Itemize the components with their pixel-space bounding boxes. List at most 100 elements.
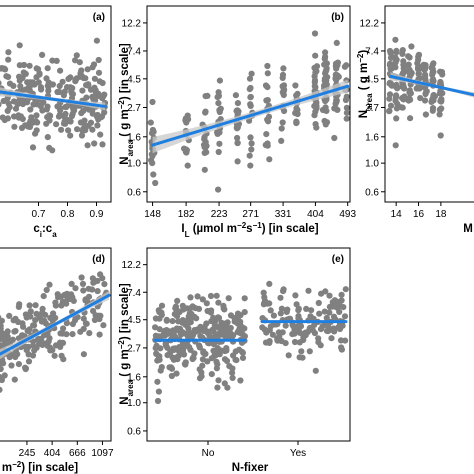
data-point [55, 294, 62, 301]
data-point [200, 348, 207, 355]
data-point [333, 75, 340, 82]
data-point [99, 79, 106, 87]
data-point [5, 49, 12, 56]
data-point [19, 74, 26, 82]
data-point [392, 142, 399, 149]
data-point [386, 107, 393, 114]
data-point [343, 62, 350, 69]
data-point [326, 303, 333, 310]
panel-b: (b) 0.6 1.0 1.6 2.7 4.5 7.4 12.2 148 182 223 271 331… [117, 5, 356, 239]
y-tick-label: 0.6 [127, 187, 141, 198]
data-point [306, 324, 314, 331]
data-point [341, 313, 349, 320]
data-point [234, 329, 241, 336]
data-point [32, 118, 39, 125]
data-point [407, 71, 414, 78]
data-point [429, 61, 436, 68]
data-point [337, 337, 345, 344]
data-point [0, 317, 5, 324]
x-tick-label: 16 [413, 209, 425, 220]
data-point [49, 81, 57, 88]
data-point [321, 82, 328, 89]
x-tick-label: 1097 [91, 448, 114, 459]
data-point [168, 372, 175, 380]
data-point [267, 323, 274, 330]
data-point [215, 299, 222, 306]
data-point [35, 337, 42, 344]
data-point [203, 300, 210, 307]
data-point [22, 122, 29, 129]
data-point [262, 141, 269, 149]
y-tick-label: 12.2 [122, 18, 142, 29]
data-point [436, 90, 444, 97]
data-point [331, 134, 338, 142]
data-point [5, 100, 12, 107]
x-axis-label: M [463, 223, 473, 235]
data-point [392, 64, 399, 71]
data-point [152, 324, 159, 331]
data-point [11, 376, 18, 383]
data-point [154, 378, 161, 385]
data-point [164, 344, 171, 351]
x-tick-label: 0.8 [61, 209, 75, 220]
data-point [154, 397, 162, 405]
data-point [207, 292, 215, 300]
data-point [27, 79, 34, 86]
data-point [22, 365, 29, 372]
data-point [311, 79, 318, 86]
data-point [182, 359, 189, 366]
data-point [190, 354, 197, 361]
data-point [393, 81, 400, 88]
data-point [204, 329, 211, 337]
data-point [326, 309, 333, 316]
data-point [79, 87, 86, 94]
data-point [280, 83, 287, 90]
data-point [210, 328, 217, 335]
data-point [43, 120, 50, 127]
y-tick-label: 2.7 [127, 343, 141, 354]
data-point [343, 109, 350, 116]
data-point [82, 127, 89, 134]
data-point [208, 371, 215, 378]
data-point [343, 104, 350, 111]
data-point [198, 373, 205, 380]
data-point [214, 94, 221, 101]
data-point [0, 101, 2, 108]
data-point [0, 359, 4, 367]
data-point [32, 317, 39, 324]
data-point [277, 294, 284, 301]
data-point [40, 99, 47, 106]
data-point [429, 69, 436, 76]
data-point [67, 132, 74, 139]
panel-a: (a) 0.7 0.8 0.9 ci:ca [0, 5, 112, 239]
data-point [215, 148, 222, 156]
data-point [149, 98, 156, 106]
data-point [300, 334, 307, 341]
data-point [86, 330, 93, 337]
data-point [49, 147, 56, 154]
data-point [386, 47, 394, 55]
data-point [17, 83, 24, 90]
data-point [438, 97, 445, 104]
data-point [84, 142, 91, 149]
data-point [311, 64, 318, 71]
y-tick-label: 7.4 [365, 46, 379, 57]
scatter-points [152, 280, 349, 405]
data-point [178, 328, 186, 335]
data-point [263, 131, 270, 138]
data-point [393, 115, 400, 122]
data-point [406, 95, 413, 102]
data-point [216, 351, 223, 358]
data-point [282, 322, 289, 329]
data-point [322, 49, 329, 56]
data-point [49, 57, 56, 64]
data-point [89, 110, 96, 117]
data-point [312, 84, 319, 91]
data-point [247, 101, 254, 108]
data-point [316, 310, 323, 317]
data-point [80, 315, 87, 322]
data-point [239, 349, 246, 356]
y-tick-label: 1.0 [127, 398, 141, 409]
data-point [386, 95, 393, 102]
data-point [30, 322, 38, 329]
